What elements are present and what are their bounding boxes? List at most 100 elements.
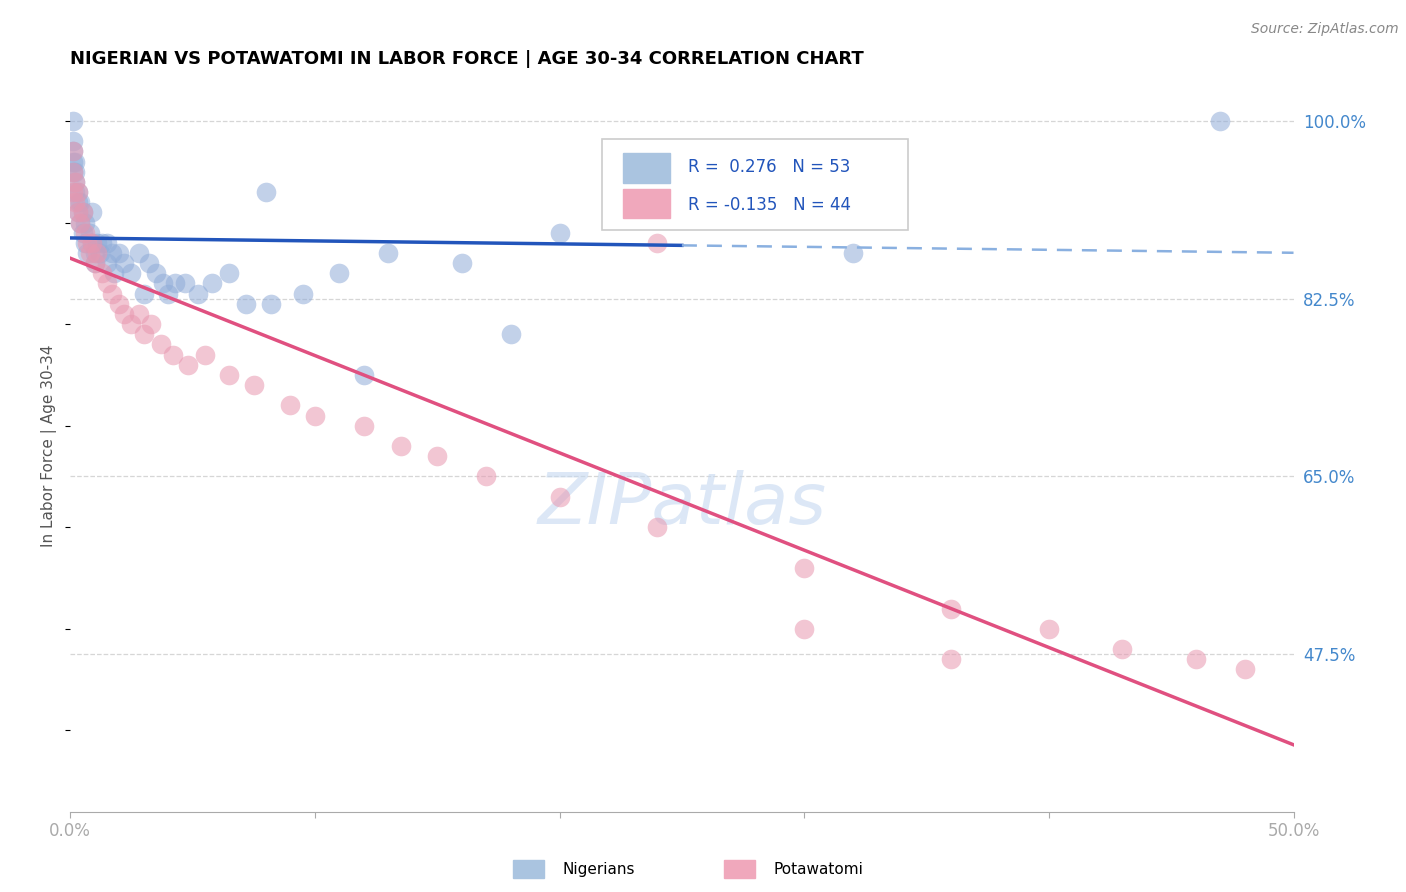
Point bbox=[1233, 663, 1256, 677]
Point bbox=[162, 347, 184, 362]
Point bbox=[69, 215, 91, 229]
Text: Source: ZipAtlas.com: Source: ZipAtlas.com bbox=[1251, 22, 1399, 37]
Point bbox=[499, 327, 522, 342]
Point bbox=[91, 266, 114, 280]
Point bbox=[108, 246, 131, 260]
Point bbox=[939, 601, 962, 615]
Point bbox=[72, 226, 94, 240]
Point bbox=[62, 164, 84, 178]
Point bbox=[66, 185, 89, 199]
FancyBboxPatch shape bbox=[623, 188, 669, 218]
Point bbox=[62, 164, 84, 178]
Point bbox=[201, 277, 224, 291]
Point bbox=[79, 226, 101, 240]
Point bbox=[377, 246, 399, 260]
Point bbox=[254, 185, 277, 199]
Point bbox=[62, 145, 84, 159]
Point bbox=[83, 256, 105, 270]
Point bbox=[174, 277, 197, 291]
Point bbox=[66, 195, 89, 210]
Point bbox=[83, 246, 105, 260]
Point bbox=[96, 256, 118, 270]
Point bbox=[280, 398, 302, 412]
Point bbox=[76, 246, 98, 260]
Point bbox=[72, 205, 94, 219]
Point bbox=[91, 235, 114, 250]
Point bbox=[86, 235, 108, 250]
Point bbox=[96, 277, 118, 291]
FancyBboxPatch shape bbox=[623, 153, 669, 183]
Point bbox=[82, 235, 104, 250]
Point bbox=[132, 327, 155, 342]
Point bbox=[1111, 642, 1133, 657]
Point bbox=[96, 235, 118, 250]
Point bbox=[304, 409, 326, 423]
Point bbox=[62, 154, 84, 169]
Point bbox=[128, 307, 150, 321]
Point bbox=[73, 235, 96, 250]
Point bbox=[647, 520, 669, 534]
Point bbox=[328, 266, 350, 280]
Text: ZIPatlas: ZIPatlas bbox=[537, 470, 827, 539]
Point bbox=[138, 256, 160, 270]
Point bbox=[82, 235, 104, 250]
Point bbox=[1209, 114, 1232, 128]
Point bbox=[69, 195, 91, 210]
Point bbox=[149, 337, 172, 351]
Point bbox=[66, 205, 89, 219]
Point bbox=[548, 490, 571, 504]
Text: R = -0.135   N = 44: R = -0.135 N = 44 bbox=[688, 195, 851, 213]
Point bbox=[76, 235, 98, 250]
Point bbox=[157, 286, 180, 301]
Point bbox=[793, 622, 815, 636]
Point bbox=[186, 286, 208, 301]
Point bbox=[1038, 622, 1060, 636]
Point bbox=[72, 205, 94, 219]
Point bbox=[112, 307, 135, 321]
Text: R =  0.276   N = 53: R = 0.276 N = 53 bbox=[688, 158, 851, 176]
Point bbox=[450, 256, 472, 270]
Point bbox=[793, 561, 815, 575]
Point bbox=[939, 652, 962, 666]
Point bbox=[165, 277, 187, 291]
Point bbox=[426, 449, 449, 463]
Point bbox=[152, 277, 174, 291]
Point bbox=[260, 297, 283, 311]
Text: NIGERIAN VS POTAWATOMI IN LABOR FORCE | AGE 30-34 CORRELATION CHART: NIGERIAN VS POTAWATOMI IN LABOR FORCE | … bbox=[70, 50, 865, 68]
Point bbox=[62, 185, 84, 199]
Point bbox=[121, 317, 143, 331]
Point bbox=[108, 297, 131, 311]
Point bbox=[177, 358, 200, 372]
Point bbox=[139, 317, 162, 331]
Point bbox=[548, 226, 571, 240]
Point bbox=[235, 297, 257, 311]
Point bbox=[112, 256, 135, 270]
Point bbox=[82, 205, 104, 219]
Point bbox=[842, 246, 865, 260]
Point bbox=[389, 439, 412, 453]
Text: Nigerians: Nigerians bbox=[562, 863, 636, 877]
Point bbox=[89, 246, 111, 260]
Point bbox=[63, 154, 86, 169]
Point bbox=[62, 145, 84, 159]
Point bbox=[63, 175, 86, 189]
Point bbox=[86, 246, 108, 260]
Point bbox=[69, 215, 91, 229]
Point bbox=[243, 378, 266, 392]
Point bbox=[132, 286, 155, 301]
Point bbox=[79, 246, 101, 260]
Point bbox=[63, 195, 86, 210]
Point bbox=[62, 134, 84, 148]
Point bbox=[83, 256, 105, 270]
Point bbox=[101, 246, 124, 260]
Point bbox=[66, 185, 89, 199]
Point bbox=[103, 266, 125, 280]
Point bbox=[121, 266, 143, 280]
Point bbox=[671, 195, 693, 210]
Y-axis label: In Labor Force | Age 30-34: In Labor Force | Age 30-34 bbox=[41, 344, 58, 548]
Point bbox=[66, 205, 89, 219]
FancyBboxPatch shape bbox=[602, 139, 908, 230]
Point bbox=[291, 286, 314, 301]
Point bbox=[218, 266, 240, 280]
Point bbox=[353, 368, 375, 382]
